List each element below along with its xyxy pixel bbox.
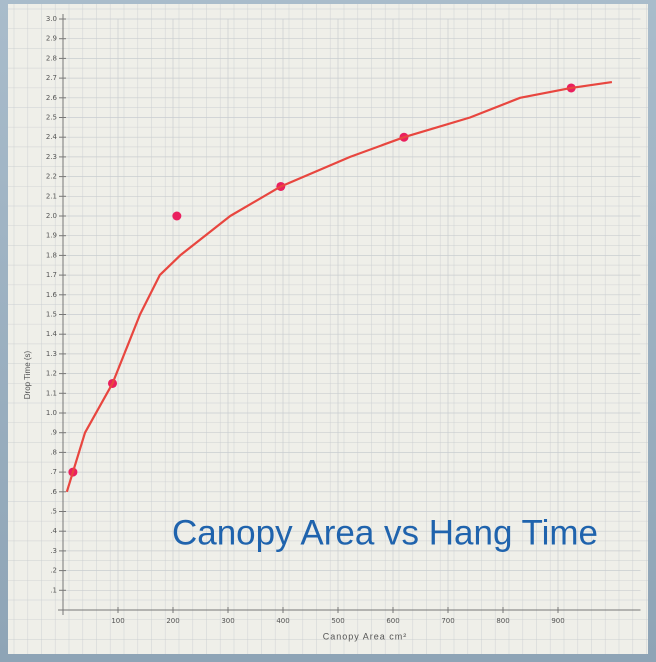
y-tick-label: 1.5 [46,311,57,319]
y-tick-label: 2.3 [46,153,57,161]
y-tick-label: 1.8 [46,251,57,259]
y-tick-label: 1.3 [46,350,57,358]
y-tick-label: 1.9 [46,232,57,240]
y-tick-label: 2.1 [46,192,57,200]
x-tick-label: 300 [221,617,234,625]
y-tick-label: .8 [50,448,57,456]
y-tick-label: 1.6 [46,291,58,299]
x-tick-label: 500 [331,617,344,625]
y-tick-label: 1.4 [46,330,58,338]
y-axis-label: Drop Time (s) [23,350,32,399]
y-tick-label: 3.0 [46,15,57,23]
data-point [172,212,181,221]
x-tick-label: 700 [441,617,454,625]
y-tick-label: 2.6 [46,94,58,102]
chart-title: Canopy Area vs Hang Time [172,513,598,552]
y-tick-label: .3 [50,547,57,555]
y-tick-label: 2.2 [46,173,57,181]
x-tick-label: 900 [551,617,564,625]
y-tick-label: 2.9 [46,35,57,43]
y-tick-label: 1.7 [46,271,57,279]
y-tick-label: 2.8 [46,54,57,62]
y-tick-label: .9 [50,429,57,437]
y-tick-label: 1.0 [46,409,57,417]
y-tick-label: .1 [50,586,57,594]
x-tick-label: 400 [276,617,289,625]
paper [8,4,648,654]
x-axis-label: Canopy Area cm² [323,631,408,641]
y-tick-label: 2.5 [46,114,57,122]
y-tick-label: .6 [50,488,57,496]
y-tick-label: 2.4 [46,133,58,141]
chart: Drop Time (s) Canopy Area cm² .1 .2 .3 .4 .5… [0,0,656,662]
y-tick-label: .4 [50,527,57,535]
y-tick-label: 2.0 [46,212,57,220]
x-tick-label: 100 [111,617,124,625]
x-tick-label: 600 [386,617,399,625]
x-tick-label: 200 [166,617,179,625]
x-tick-label: 800 [496,617,509,625]
y-tick-label: 2.7 [46,74,57,82]
y-tick-label: .2 [50,567,57,575]
y-tick-label: 1.1 [46,389,57,397]
y-tick-label: .7 [50,468,57,476]
y-tick-label: .5 [50,508,57,516]
y-tick-label: 1.2 [46,370,57,378]
